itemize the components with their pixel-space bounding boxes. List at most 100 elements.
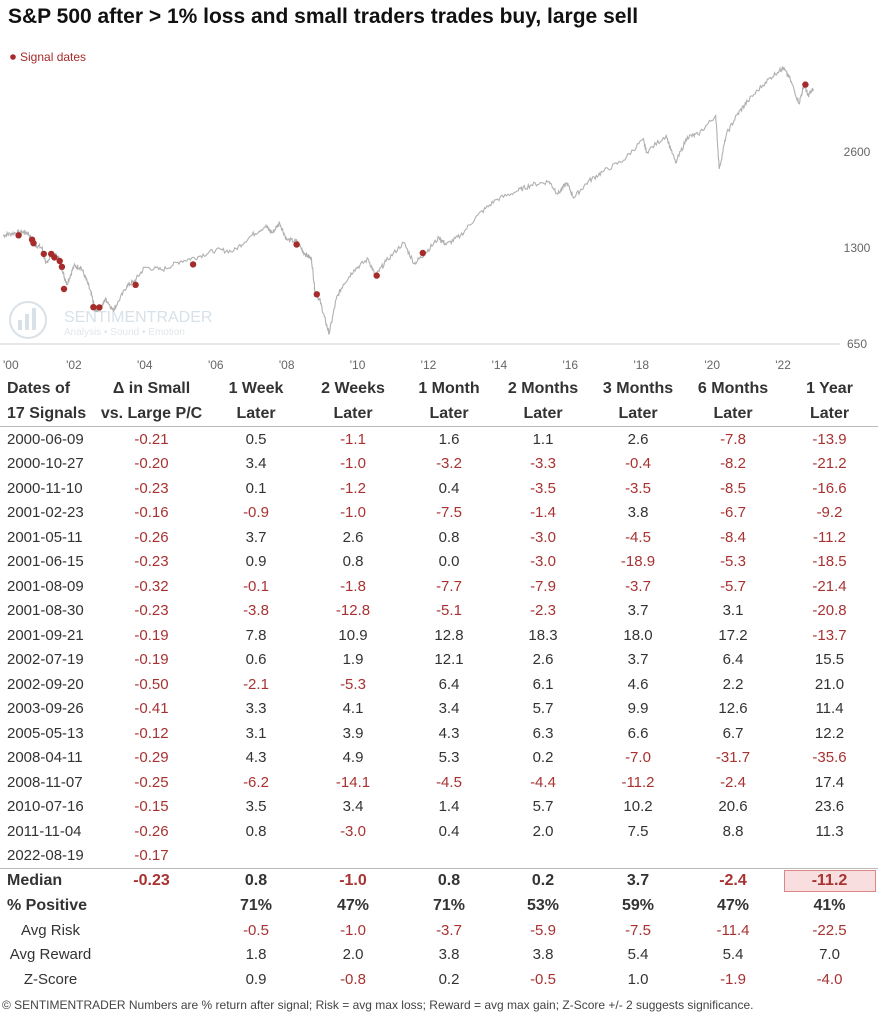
return-cell: 8.8 xyxy=(722,822,744,840)
return-cell: -6.2 xyxy=(243,773,269,791)
return-cell: -7.0 xyxy=(625,749,651,767)
return-cell: 0.0 xyxy=(438,553,460,571)
return-cell: 1.9 xyxy=(342,651,364,669)
avg-reward-row: Avg Reward 1.8 2.0 3.8 3.8 5.4 5.4 7.0 xyxy=(0,943,878,968)
col-header-dates: Dates of 17 Signals xyxy=(0,376,94,427)
return-cell: -18.9 xyxy=(620,553,656,571)
z-score-value: -4.0 xyxy=(816,970,843,988)
return-cell: -3.3 xyxy=(530,455,556,473)
price-line xyxy=(2,66,814,335)
avg-reward-value: 7.0 xyxy=(819,946,840,964)
avg-risk-value xyxy=(94,918,209,943)
return-cell: 23.6 xyxy=(814,798,845,816)
return-cell: -35.6 xyxy=(812,749,847,767)
return-cell: 3.5 xyxy=(245,798,267,816)
return-cell: 3.1 xyxy=(722,602,744,620)
pct-positive-value: 47% xyxy=(336,896,370,914)
pct-positive-value: 71% xyxy=(239,896,273,914)
return-cell: 11.4 xyxy=(815,700,844,718)
median-value: 3.7 xyxy=(591,868,685,894)
table-row: 2002-07-19 -0.19 0.6 1.9 12.1 2.6 3.7 6.4 15.5 xyxy=(0,648,878,673)
return-cell: 4.3 xyxy=(438,724,460,742)
col-header-2weeks: 2 Weeks Later xyxy=(303,376,403,427)
table-row: 2005-05-13 -0.12 3.1 3.9 4.3 6.3 6.6 6.7 12.2 xyxy=(0,721,878,746)
signal-dot xyxy=(60,285,68,293)
signal-date: 2001-08-30 xyxy=(7,602,84,620)
table-row: 2011-11-04 -0.26 0.8 -3.0 0.4 2.0 7.5 8.8 11.3 xyxy=(0,819,878,844)
return-cell: -0.12 xyxy=(134,724,169,742)
table-row: 2001-05-11 -0.26 3.7 2.6 0.8 -3.0 -4.5 -8.4 -11.… xyxy=(0,525,878,550)
return-cell: 10.2 xyxy=(623,798,653,816)
avg-reward-value: 5.4 xyxy=(627,946,649,964)
avg-reward-value: 1.8 xyxy=(245,946,267,964)
table-row: 2000-10-27 -0.20 3.4 -1.0 -3.2 -3.3 -0.4 -8.2 -2… xyxy=(0,452,878,477)
pct-positive-label: % Positive xyxy=(7,896,88,914)
return-cell: 6.4 xyxy=(438,675,460,693)
return-cell: 17.2 xyxy=(718,626,748,644)
avg-risk-value: -0.5 xyxy=(243,921,269,939)
return-cell: -20.8 xyxy=(812,602,847,620)
signal-date: 2001-09-21 xyxy=(7,626,84,644)
return-cell: 1.4 xyxy=(438,798,460,816)
x-tick-label: '08 xyxy=(279,358,295,370)
return-cell: -0.32 xyxy=(134,577,169,595)
return-cell: 18.0 xyxy=(623,626,653,644)
return-cell: 5.7 xyxy=(532,798,554,816)
return-cell: -0.26 xyxy=(134,528,169,546)
avg-risk-value: -3.7 xyxy=(436,921,462,939)
return-cell: -1.4 xyxy=(530,504,556,522)
avg-reward-label: Avg Reward xyxy=(9,946,92,964)
return-cell: -31.7 xyxy=(715,749,751,767)
return-cell: 2.6 xyxy=(532,651,554,669)
return-cell: -0.23 xyxy=(134,479,169,497)
return-cell: -7.7 xyxy=(436,577,462,595)
return-cell xyxy=(781,844,878,869)
z-score-value: -1.9 xyxy=(720,970,746,988)
x-tick-label: '06 xyxy=(208,358,224,370)
return-cell: 5.7 xyxy=(532,700,554,718)
return-cell: -5.7 xyxy=(720,577,746,595)
return-cell: 1.6 xyxy=(438,430,460,448)
return-cell: 3.7 xyxy=(627,602,649,620)
return-cell: 3.4 xyxy=(245,455,267,473)
signal-dot xyxy=(30,240,37,247)
watermark-logo-icon xyxy=(9,301,47,339)
table-row: 2000-06-09 -0.21 0.5 -1.1 1.6 1.1 2.6 -7.8 -13.9 xyxy=(0,427,878,452)
return-cell: -7.9 xyxy=(530,577,556,595)
return-cell: -4.4 xyxy=(530,773,556,791)
return-cell xyxy=(685,844,781,869)
return-cell: -0.19 xyxy=(134,626,169,644)
x-tick-label: '22 xyxy=(775,358,791,370)
return-cell: 0.8 xyxy=(438,528,460,546)
col-header-1year: 1 Year Later xyxy=(781,376,878,427)
return-cell: 3.7 xyxy=(627,651,649,669)
median-1year-highlight: -11.2 xyxy=(781,868,878,894)
return-cell: 2.2 xyxy=(722,675,744,693)
median-label: Median xyxy=(0,868,94,894)
signal-date: 2000-10-27 xyxy=(7,455,84,473)
return-cell: 10.9 xyxy=(338,626,368,644)
return-cell: -16.6 xyxy=(812,479,847,497)
y-tick-label: 1300 xyxy=(844,241,871,255)
signal-date: 2008-11-07 xyxy=(7,773,83,791)
return-cell: 0.1 xyxy=(245,479,267,497)
return-cell: -1.0 xyxy=(340,504,366,522)
return-cell: -0.50 xyxy=(134,675,169,693)
return-cell: 3.4 xyxy=(438,700,460,718)
avg-risk-label: Avg Risk xyxy=(21,921,80,939)
signal-dot xyxy=(313,291,320,298)
signal-dot xyxy=(51,254,58,261)
pct-positive-value: 59% xyxy=(621,896,655,914)
median-value: -1.0 xyxy=(303,868,403,894)
return-cell: -9.2 xyxy=(816,504,843,522)
signal-date: 2000-11-10 xyxy=(7,479,83,497)
return-cell: -12.8 xyxy=(335,602,371,620)
table-row: 2001-08-30 -0.23 -3.8 -12.8 -5.1 -2.3 3.7 3.1 -2… xyxy=(0,599,878,624)
pct-positive-value: 71% xyxy=(432,896,466,914)
return-cell: -1.8 xyxy=(340,577,366,595)
table-row: 2003-09-26 -0.41 3.3 4.1 3.4 5.7 9.9 12.6 11.4 xyxy=(0,697,878,722)
col-header-1week: 1 Week Later xyxy=(209,376,303,427)
x-tick-label: '20 xyxy=(704,358,720,370)
return-cell: 2.6 xyxy=(342,528,364,546)
return-cell: 5.3 xyxy=(438,749,460,767)
